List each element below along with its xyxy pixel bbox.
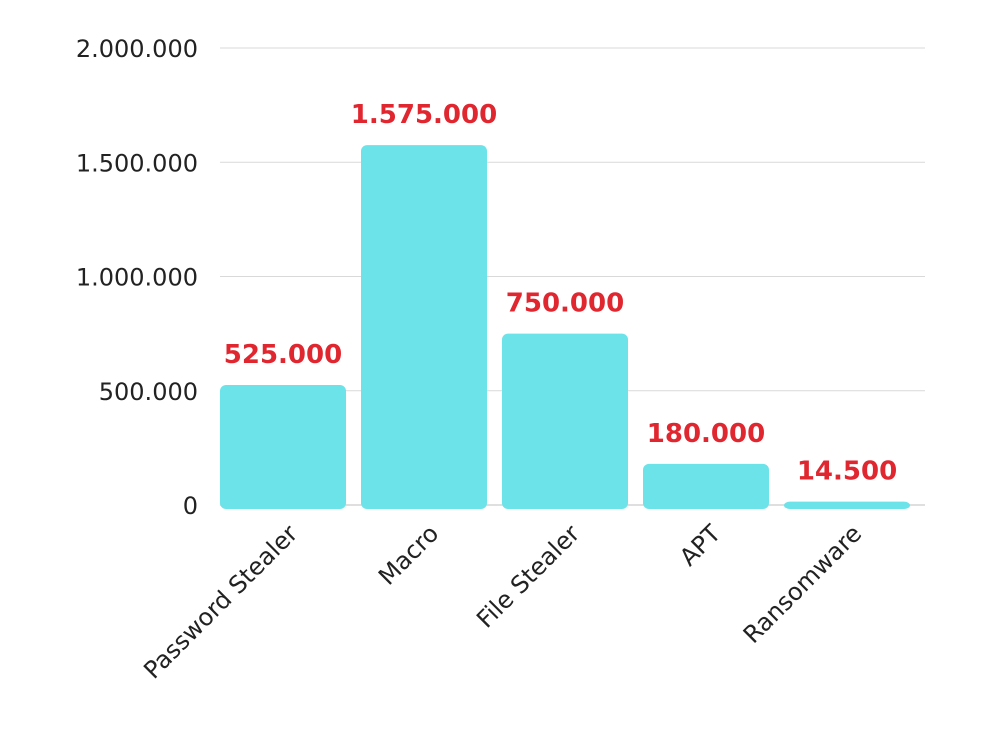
data-label: 525.000: [224, 340, 342, 370]
x-tick-label: Macro: [373, 519, 444, 590]
x-tick-label: Password Stealer: [138, 519, 303, 684]
x-tick-label: APT: [674, 519, 726, 571]
x-tick-label: File Stealer: [471, 519, 585, 633]
y-tick-label: 1.000.000: [76, 264, 198, 292]
y-tick-label: 1.500.000: [76, 149, 198, 177]
bar: [220, 385, 346, 509]
bar: [502, 333, 628, 509]
y-tick-label: 2.000.000: [76, 35, 198, 63]
y-axis-ticks: 0 500.000 1.000.000 1.500.000 2.000.000: [76, 35, 198, 520]
x-axis-ticks: Password Stealer Macro File Stealer APT Rans…: [138, 519, 867, 684]
bars: [220, 145, 910, 510]
data-label: 180.000: [647, 419, 765, 449]
data-label: 750.000: [506, 289, 624, 319]
data-label: 1.575.000: [351, 100, 497, 130]
y-tick-label: 500.000: [99, 378, 198, 406]
data-labels: 525.000 1.575.000 750.000 180.000 14.500: [224, 100, 897, 487]
x-tick-label: Ransomware: [738, 519, 867, 648]
y-tick-label: 0: [183, 492, 198, 520]
bar: [361, 145, 487, 510]
data-label: 14.500: [797, 457, 897, 487]
bar: [643, 463, 769, 509]
bar: [784, 501, 910, 509]
